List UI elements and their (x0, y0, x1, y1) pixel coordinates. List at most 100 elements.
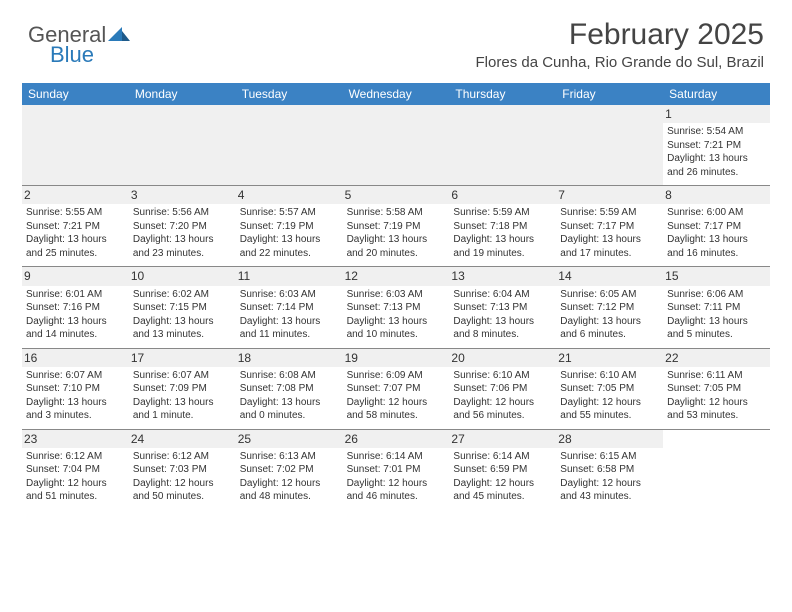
day-info-line: and 25 minutes. (26, 247, 125, 261)
day-info-line: Daylight: 12 hours (240, 477, 339, 491)
day-info-line: Sunset: 7:16 PM (26, 301, 125, 315)
day-cell: 9Sunrise: 6:01 AMSunset: 7:16 PMDaylight… (22, 267, 129, 347)
day-number: 21 (556, 349, 663, 367)
day-info-line: Sunrise: 6:10 AM (453, 369, 552, 383)
day-cell: 13Sunrise: 6:04 AMSunset: 7:13 PMDayligh… (449, 267, 556, 347)
day-info-line: Daylight: 13 hours (240, 315, 339, 329)
day-info-line: Sunset: 7:21 PM (667, 139, 766, 153)
day-number: 20 (449, 349, 556, 367)
day-cell (663, 430, 770, 510)
day-info-line: Sunset: 7:12 PM (560, 301, 659, 315)
day-info-line: and 5 minutes. (667, 328, 766, 342)
weekday-label: Sunday (22, 83, 129, 105)
day-info-line: Sunrise: 6:12 AM (133, 450, 232, 464)
day-number: 14 (556, 267, 663, 285)
day-info-line: and 51 minutes. (26, 490, 125, 504)
day-info-line: Daylight: 12 hours (347, 477, 446, 491)
week-row: 16Sunrise: 6:07 AMSunset: 7:10 PMDayligh… (22, 349, 770, 430)
day-info-line: Sunset: 7:17 PM (560, 220, 659, 234)
day-info-line: Sunrise: 6:02 AM (133, 288, 232, 302)
day-info-line: Sunrise: 5:58 AM (347, 206, 446, 220)
day-number: 19 (343, 349, 450, 367)
day-number: 25 (236, 430, 343, 448)
day-info-line: Sunrise: 6:11 AM (667, 369, 766, 383)
day-info-line: and 6 minutes. (560, 328, 659, 342)
day-info-line: Sunset: 7:14 PM (240, 301, 339, 315)
day-cell: 21Sunrise: 6:10 AMSunset: 7:05 PMDayligh… (556, 349, 663, 429)
day-info-line: Sunset: 7:18 PM (453, 220, 552, 234)
day-info-line: Sunrise: 6:07 AM (26, 369, 125, 383)
header: General February 2025 Flores da Cunha, R… (0, 0, 792, 77)
day-info-line: and 13 minutes. (133, 328, 232, 342)
day-info-line: Daylight: 12 hours (347, 396, 446, 410)
weekday-label: Thursday (449, 83, 556, 105)
day-info-line: Sunset: 7:19 PM (240, 220, 339, 234)
day-info-line: and 14 minutes. (26, 328, 125, 342)
location-text: Flores da Cunha, Rio Grande do Sul, Braz… (476, 54, 764, 71)
day-info-line: Daylight: 13 hours (347, 233, 446, 247)
day-info-line: and 1 minute. (133, 409, 232, 423)
day-info-line: Sunset: 7:20 PM (133, 220, 232, 234)
day-info-line: Sunset: 7:05 PM (560, 382, 659, 396)
week-row: 1Sunrise: 5:54 AMSunset: 7:21 PMDaylight… (22, 105, 770, 186)
day-number: 27 (449, 430, 556, 448)
day-info-line: Sunrise: 6:15 AM (560, 450, 659, 464)
day-info-line: Daylight: 13 hours (240, 396, 339, 410)
day-info-line: Sunset: 6:58 PM (560, 463, 659, 477)
day-number: 28 (556, 430, 663, 448)
day-info-line: Sunset: 7:01 PM (347, 463, 446, 477)
day-info-line: Daylight: 13 hours (667, 315, 766, 329)
day-cell: 5Sunrise: 5:58 AMSunset: 7:19 PMDaylight… (343, 186, 450, 266)
day-info-line: Daylight: 13 hours (240, 233, 339, 247)
day-info-line: and 46 minutes. (347, 490, 446, 504)
day-info-line: Daylight: 13 hours (560, 315, 659, 329)
day-info-line: Sunrise: 6:03 AM (347, 288, 446, 302)
day-info-line: Daylight: 12 hours (667, 396, 766, 410)
day-number: 11 (236, 267, 343, 285)
day-number: 3 (129, 186, 236, 204)
brand-name-blue-wrap: Blue (40, 42, 94, 68)
day-info-line: Sunrise: 5:57 AM (240, 206, 339, 220)
day-info-line: Sunset: 7:11 PM (667, 301, 766, 315)
day-number: 24 (129, 430, 236, 448)
day-info-line: Sunset: 7:13 PM (347, 301, 446, 315)
day-number: 22 (663, 349, 770, 367)
day-info-line: Sunset: 7:15 PM (133, 301, 232, 315)
day-number: 8 (663, 186, 770, 204)
day-cell: 10Sunrise: 6:02 AMSunset: 7:15 PMDayligh… (129, 267, 236, 347)
day-info-line: Sunrise: 5:59 AM (560, 206, 659, 220)
day-cell: 7Sunrise: 5:59 AMSunset: 7:17 PMDaylight… (556, 186, 663, 266)
day-info-line: and 58 minutes. (347, 409, 446, 423)
day-info-line: Daylight: 13 hours (667, 152, 766, 166)
day-info-line: Daylight: 13 hours (133, 233, 232, 247)
day-cell (129, 105, 236, 185)
calendar: Sunday Monday Tuesday Wednesday Thursday… (22, 83, 770, 510)
day-info-line: Sunrise: 6:05 AM (560, 288, 659, 302)
brand-name-blue: Blue (50, 42, 94, 67)
day-info-line: Sunset: 7:03 PM (133, 463, 232, 477)
week-row: 23Sunrise: 6:12 AMSunset: 7:04 PMDayligh… (22, 430, 770, 510)
day-cell (236, 105, 343, 185)
day-cell: 20Sunrise: 6:10 AMSunset: 7:06 PMDayligh… (449, 349, 556, 429)
day-info-line: and 53 minutes. (667, 409, 766, 423)
day-info-line: and 10 minutes. (347, 328, 446, 342)
day-cell: 11Sunrise: 6:03 AMSunset: 7:14 PMDayligh… (236, 267, 343, 347)
day-info-line: Daylight: 13 hours (133, 315, 232, 329)
day-info-line: and 48 minutes. (240, 490, 339, 504)
day-info-line: Sunset: 7:04 PM (26, 463, 125, 477)
day-info-line: and 55 minutes. (560, 409, 659, 423)
weekday-label: Saturday (663, 83, 770, 105)
day-cell: 15Sunrise: 6:06 AMSunset: 7:11 PMDayligh… (663, 267, 770, 347)
weekday-label: Tuesday (236, 83, 343, 105)
day-info-line: Daylight: 13 hours (26, 396, 125, 410)
day-number: 13 (449, 267, 556, 285)
day-info-line: Sunset: 7:17 PM (667, 220, 766, 234)
weekday-label: Friday (556, 83, 663, 105)
day-info-line: Sunrise: 5:54 AM (667, 125, 766, 139)
day-cell: 27Sunrise: 6:14 AMSunset: 6:59 PMDayligh… (449, 430, 556, 510)
day-cell: 14 Sunrise: 6:05 AMSunset: 7:12 PMDayligh… (556, 267, 663, 347)
day-info-line: and 17 minutes. (560, 247, 659, 261)
day-info-line: and 3 minutes. (26, 409, 125, 423)
title-block: February 2025 Flores da Cunha, Rio Grand… (476, 18, 764, 71)
day-info-line: Sunrise: 6:12 AM (26, 450, 125, 464)
